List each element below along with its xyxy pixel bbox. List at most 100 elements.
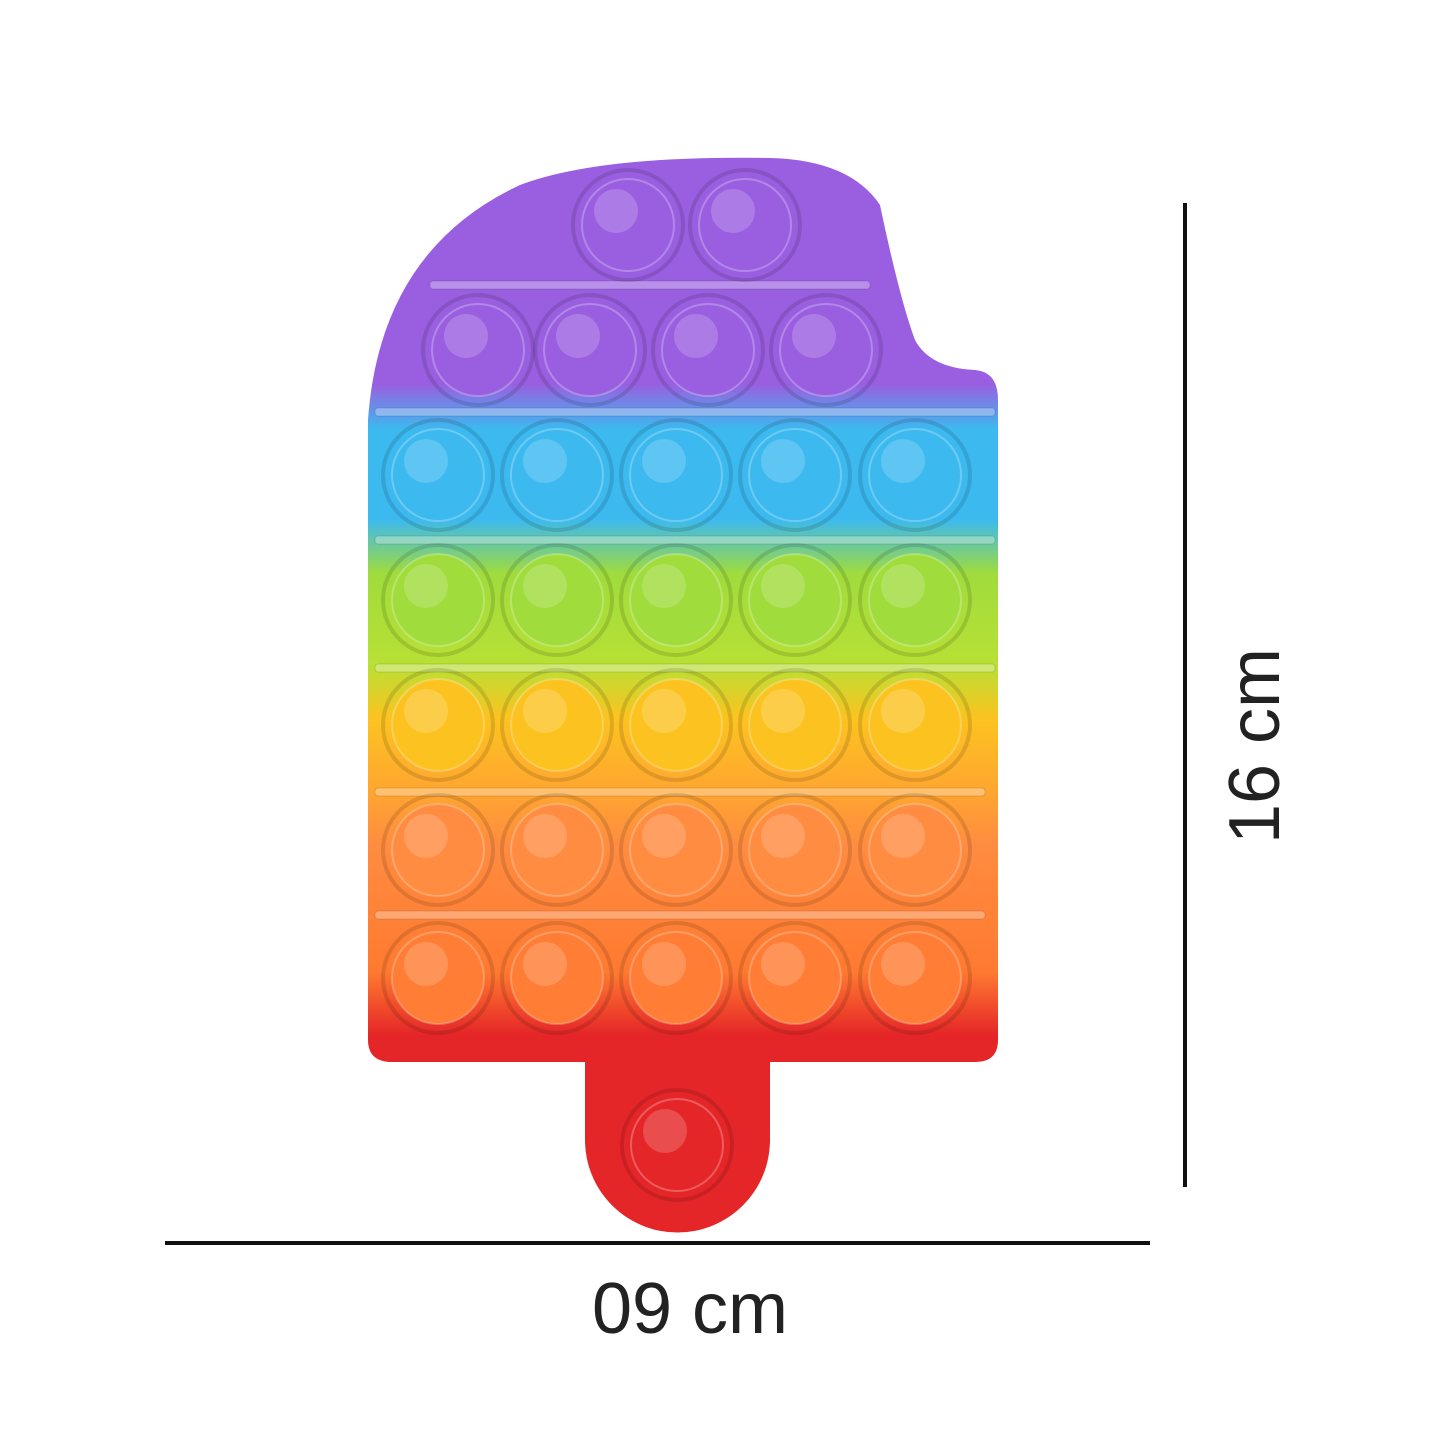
bubble — [431, 303, 525, 397]
width-label: 09 cm — [591, 1269, 789, 1349]
bubble-ring — [500, 668, 614, 782]
bubble-highlight — [711, 189, 755, 233]
bubble — [391, 678, 485, 772]
bubble-ring — [381, 921, 495, 1035]
bubble — [629, 553, 723, 647]
bubble-highlight — [643, 1109, 687, 1153]
bubble-ring — [619, 793, 733, 907]
bubble-ring — [651, 293, 765, 407]
bubble-highlight — [404, 564, 448, 608]
bubble-ring — [738, 418, 852, 532]
bubble — [629, 931, 723, 1025]
bubble — [748, 931, 842, 1025]
bubble-ring — [738, 793, 852, 907]
bubble-highlight — [523, 564, 567, 608]
bubble-ring — [619, 418, 733, 532]
bubble-highlight — [594, 189, 638, 233]
bubble-highlight — [642, 439, 686, 483]
bubble-highlight — [404, 814, 448, 858]
bubble-ring — [738, 668, 852, 782]
bubble-ring — [381, 793, 495, 907]
bubble-ring — [619, 921, 733, 1035]
bubble — [581, 178, 675, 272]
bubble-ring — [620, 1088, 734, 1202]
bubble-ring — [858, 793, 972, 907]
bubble-ring — [381, 418, 495, 532]
bubble-highlight — [881, 814, 925, 858]
row-divider — [374, 787, 986, 797]
bubble-highlight — [642, 689, 686, 733]
bubble — [868, 678, 962, 772]
bubble-highlight — [881, 564, 925, 608]
bubble — [543, 303, 637, 397]
bubble — [868, 931, 962, 1025]
bubble-highlight — [523, 814, 567, 858]
bubble — [510, 553, 604, 647]
bubble — [629, 803, 723, 897]
bubble-highlight — [761, 814, 805, 858]
bubble-ring — [769, 293, 883, 407]
bubbles — [381, 168, 972, 1202]
bubble — [661, 303, 755, 397]
bubble — [510, 803, 604, 897]
bubble — [510, 931, 604, 1025]
bubble-ring — [500, 543, 614, 657]
bubble-highlight — [761, 942, 805, 986]
bubble-highlight — [761, 689, 805, 733]
bubble-ring — [688, 168, 802, 282]
bubble-highlight — [556, 314, 600, 358]
row-divider — [374, 663, 996, 673]
bubble-ring — [619, 543, 733, 657]
bubble — [510, 678, 604, 772]
bubble-ring — [738, 921, 852, 1035]
row-divider — [374, 535, 996, 545]
bubble-ring — [421, 293, 535, 407]
row-divider — [374, 407, 996, 417]
bubble-highlight — [523, 439, 567, 483]
bubble — [868, 803, 962, 897]
bubble-highlight — [761, 564, 805, 608]
bubble — [391, 428, 485, 522]
bubble-highlight — [792, 314, 836, 358]
bubble-ring — [500, 793, 614, 907]
bubble — [391, 803, 485, 897]
bubble-ring — [381, 543, 495, 657]
bubble-ring — [858, 921, 972, 1035]
bubble-highlight — [761, 439, 805, 483]
bubble — [748, 678, 842, 772]
height-label: 16 cm — [1215, 647, 1295, 845]
row-divider — [374, 910, 986, 920]
bubble-highlight — [674, 314, 718, 358]
bubble-highlight — [642, 564, 686, 608]
row-dividers — [374, 280, 996, 920]
bubble — [779, 303, 873, 397]
bubble-highlight — [881, 689, 925, 733]
bubble-ring — [571, 168, 685, 282]
bubble-highlight — [523, 942, 567, 986]
bubble-highlight — [404, 942, 448, 986]
bubble — [748, 428, 842, 522]
bubble-ring — [500, 418, 614, 532]
bubble — [391, 553, 485, 647]
bubble-ring — [858, 543, 972, 657]
bubble-ring — [858, 668, 972, 782]
bubble-highlight — [404, 689, 448, 733]
bubble-highlight — [881, 439, 925, 483]
bubble — [868, 553, 962, 647]
bubble-ring — [619, 668, 733, 782]
bubble — [510, 428, 604, 522]
bubble-ring — [381, 668, 495, 782]
bubble — [698, 178, 792, 272]
bubble — [868, 428, 962, 522]
bubble-ring — [858, 418, 972, 532]
bubble — [391, 931, 485, 1025]
bubble-ring — [533, 293, 647, 407]
bubble-highlight — [404, 439, 448, 483]
bubble — [629, 678, 723, 772]
row-divider — [429, 280, 871, 290]
bubble — [748, 803, 842, 897]
bubble — [629, 428, 723, 522]
bubble — [748, 553, 842, 647]
bubble-highlight — [444, 314, 488, 358]
